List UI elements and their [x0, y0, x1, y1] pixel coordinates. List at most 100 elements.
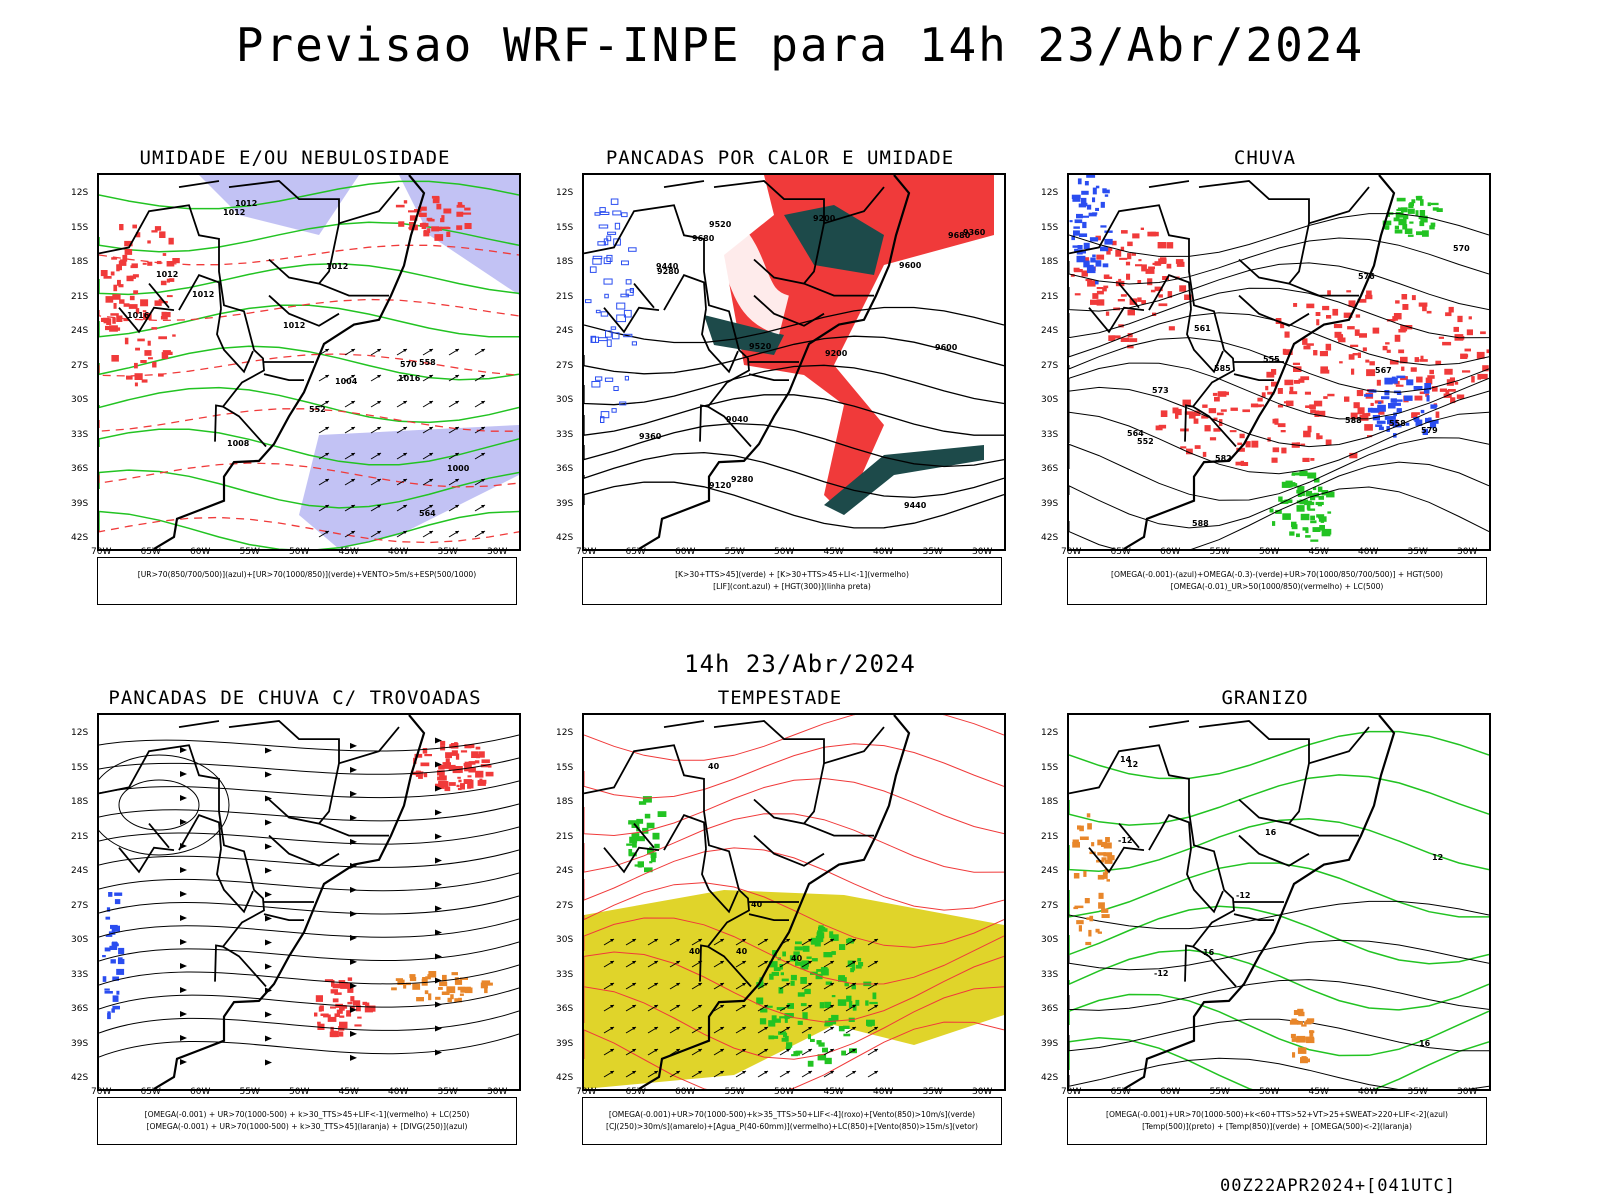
lat-tick-label: 27S — [71, 360, 89, 371]
contour-label: 9520 — [749, 342, 772, 351]
lat-tick-label: 33S — [71, 969, 89, 980]
lat-tick-label: 15S — [71, 762, 89, 773]
contour-label: 9360 — [639, 432, 662, 441]
contour-label: 564 — [419, 509, 436, 518]
forecast-map — [97, 713, 521, 1091]
lon-tick-label: 45W — [338, 1087, 359, 1097]
panel-legend: [K>30+TTS>45](verde) + [K>30+TTS>45+LI<-… — [582, 557, 1002, 605]
forecast-map: 1012 1012 1012 1012 1008 1012 1016 1004 1000 1016… — [97, 173, 521, 551]
lat-tick-label: 21S — [71, 831, 89, 842]
lon-tick-label: 55W — [724, 547, 745, 557]
lon-tick-label: 70W — [1061, 1087, 1082, 1097]
panel-legend: [OMEGA(-0.001)+UR>70(1000-500)+k>35_TTS>… — [582, 1097, 1002, 1145]
lat-tick-label: 21S — [1041, 831, 1059, 842]
contour-label: 558 — [419, 358, 436, 367]
contour-label: 16 — [1419, 1039, 1431, 1048]
lon-tick-label: 50W — [289, 1087, 310, 1097]
lon-tick-label: 55W — [724, 1087, 745, 1097]
contour-label: 573 — [1152, 386, 1169, 395]
lon-tick-label: 35W — [922, 547, 943, 557]
lat-tick-label: 30S — [71, 935, 89, 945]
contour-label: 588 — [1192, 519, 1209, 528]
contour-label: 12 — [1127, 760, 1138, 769]
panel-legend: [UR>70(850/700/500)](azul)+[UR>70(1000/8… — [97, 557, 517, 605]
contour-label: 579 — [1421, 426, 1438, 435]
lat-tick-label: 39S — [71, 498, 89, 509]
contour-label: 9360 — [963, 228, 986, 237]
contour-label: 570 — [400, 360, 417, 369]
lon-tick-label: 30W — [972, 547, 993, 557]
contour-label: 588 — [1345, 416, 1362, 425]
lat-tick-label: 21S — [556, 291, 574, 302]
lat-tick-label: 36S — [1041, 1004, 1059, 1014]
lat-tick-label: 24S — [556, 866, 574, 876]
lat-tick-label: 27S — [556, 900, 574, 911]
lat-tick-label: 33S — [556, 429, 574, 440]
lat-tick-label: 27S — [556, 360, 574, 371]
contour-label: 570 — [1453, 244, 1470, 253]
map-canvas: 9680 9600 9520 9440 9360 9280 9200 9120 9040 9680… — [584, 175, 1004, 549]
lat-tick-label: 33S — [1041, 429, 1059, 440]
legend-line: [Temp(500)](preto) + [Temp(850)](verde) … — [1142, 1122, 1412, 1131]
contour-label: 40 — [689, 947, 701, 956]
forecast-panel: UMIDADE E/OU NEBULOSIDADE 1012 1012 1012 101… — [71, 147, 521, 627]
forecast-map: -12 -12 -12 12 16 16 16 14 12 — [1067, 713, 1491, 1091]
lat-tick-label: 15S — [71, 222, 89, 233]
lat-tick-label: 15S — [1041, 762, 1059, 773]
contour-label: 16 — [1203, 948, 1215, 957]
legend-line: [OMEGA(-0.001)+UR>70(1000-500)+k<60+TTS>… — [1105, 1110, 1448, 1119]
contour-label: 1016 — [127, 311, 150, 320]
lat-tick-label: 36S — [71, 1004, 89, 1014]
lat-tick-label: 12S — [71, 728, 89, 738]
legend-line: [K>30+TTS>45](verde) + [K>30+TTS>45+LI<-… — [675, 570, 909, 579]
contour-label: 561 — [1194, 324, 1211, 333]
contour-label: 40 — [708, 762, 720, 771]
lat-tick-label: 24S — [1041, 326, 1059, 336]
contour-label: 9280 — [731, 475, 754, 484]
contour-label: 9680 — [948, 231, 971, 240]
forecast-panel: PANCADAS POR CALOR E UMIDADE 9680 9600 9520… — [556, 147, 1006, 627]
lon-tick-label: 50W — [774, 547, 795, 557]
contour-label: 582 — [1215, 454, 1232, 463]
lon-tick-label: 60W — [190, 547, 211, 557]
contour-label: 1012 — [326, 262, 348, 271]
lon-tick-label: 70W — [91, 1087, 112, 1097]
lon-tick-label: 55W — [239, 547, 260, 557]
lat-tick-label: 39S — [556, 1038, 574, 1049]
lon-tick-label: 35W — [437, 547, 458, 557]
lat-tick-label: 24S — [1041, 866, 1059, 876]
lon-tick-label: 70W — [91, 547, 112, 557]
lat-tick-label: 15S — [556, 762, 574, 773]
lon-tick-label: 70W — [576, 547, 597, 557]
lat-tick-label: 36S — [556, 464, 574, 474]
panel-title: UMIDADE E/OU NEBULOSIDADE — [139, 147, 451, 169]
lon-tick-label: 30W — [487, 547, 508, 557]
lat-tick-label: 39S — [1041, 1038, 1059, 1049]
panel-title: GRANIZO — [1221, 687, 1309, 709]
lon-tick-label: 40W — [388, 1087, 409, 1097]
lon-tick-label: 30W — [1457, 547, 1478, 557]
lon-tick-label: 60W — [1160, 1087, 1181, 1097]
forecast-panel: CHUVA 588 588 585 582 579 576 573 570 567 564 561 55… — [1041, 147, 1491, 627]
legend-line: [OMEGA(-0.001)+UR>70(1000-500)+k>35_TTS>… — [608, 1110, 976, 1119]
lon-tick-label: 65W — [625, 547, 646, 557]
lat-tick-label: 18S — [71, 797, 89, 807]
lat-tick-label: 18S — [71, 257, 89, 267]
lon-tick-label: 50W — [774, 1087, 795, 1097]
lat-tick-label: 18S — [1041, 257, 1059, 267]
lat-tick-label: 27S — [71, 900, 89, 911]
lat-tick-label: 21S — [1041, 291, 1059, 302]
lon-tick-label: 55W — [1209, 1087, 1230, 1097]
lon-tick-label: 30W — [1457, 1087, 1478, 1097]
lon-tick-label: 70W — [576, 1087, 597, 1097]
lat-tick-label: 33S — [556, 969, 574, 980]
lat-tick-label: 30S — [1041, 935, 1059, 945]
lat-tick-label: 42S — [1041, 1073, 1059, 1083]
forecast-map: 588 588 585 582 579 576 573 570 567 564 561 558 555 5… — [1067, 173, 1491, 551]
panel-legend: [OMEGA(-0.001) + UR>70(1000-500) + k>30_… — [97, 1097, 517, 1145]
contour-label: 552 — [1137, 437, 1154, 446]
contour-label: 1008 — [227, 439, 250, 448]
legend-line: [OMEGA(-0.001) + UR>70(1000-500) + k>30_… — [146, 1122, 468, 1131]
lon-tick-label: 40W — [1358, 1087, 1379, 1097]
lon-tick-label: 45W — [338, 547, 359, 557]
